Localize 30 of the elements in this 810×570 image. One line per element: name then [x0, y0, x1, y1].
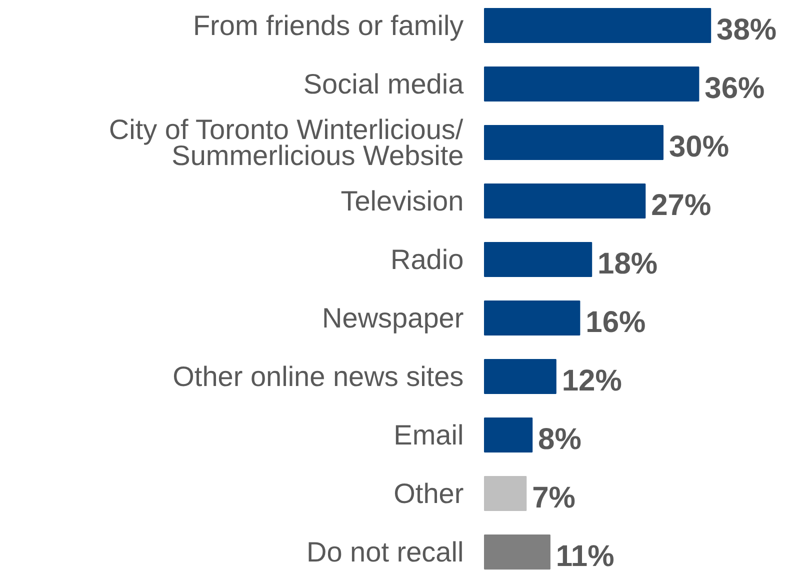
data-label: 11% [556, 540, 614, 570]
data-label: 12% [562, 364, 622, 398]
data-label: 7% [532, 482, 576, 515]
y-tick-label: From friends or family [192, 10, 464, 41]
bar [484, 66, 700, 102]
data-label: 16% [586, 306, 646, 340]
bar [484, 184, 646, 218]
bar [484, 534, 550, 570]
y-tick-label: Social media [303, 68, 464, 100]
data-label: 18% [598, 248, 658, 281]
data-label: 36% [704, 72, 765, 106]
bar [484, 359, 556, 394]
data-label: 30% [668, 130, 729, 164]
data-label: 27% [651, 189, 712, 222]
y-tick-label: Other [394, 478, 464, 509]
bar [484, 476, 527, 511]
y-tick-label: Radio [390, 244, 464, 275]
data-label: 8% [538, 423, 582, 456]
y-tick-label: Do not recall [306, 536, 464, 568]
y-tick-label: Other online news sites [172, 361, 464, 392]
bar [484, 300, 580, 336]
bar [484, 125, 664, 160]
bar [484, 242, 592, 277]
y-tick-label: Email [394, 420, 464, 450]
bar [484, 418, 533, 452]
y-tick-label: Newspaper [322, 302, 464, 334]
y-tick-label: Television [340, 186, 464, 216]
data-label: 38% [716, 14, 777, 47]
y-tick-label: City of Toronto Winterlicious/ Summerlicious Website [108, 114, 464, 172]
bar [484, 8, 712, 43]
